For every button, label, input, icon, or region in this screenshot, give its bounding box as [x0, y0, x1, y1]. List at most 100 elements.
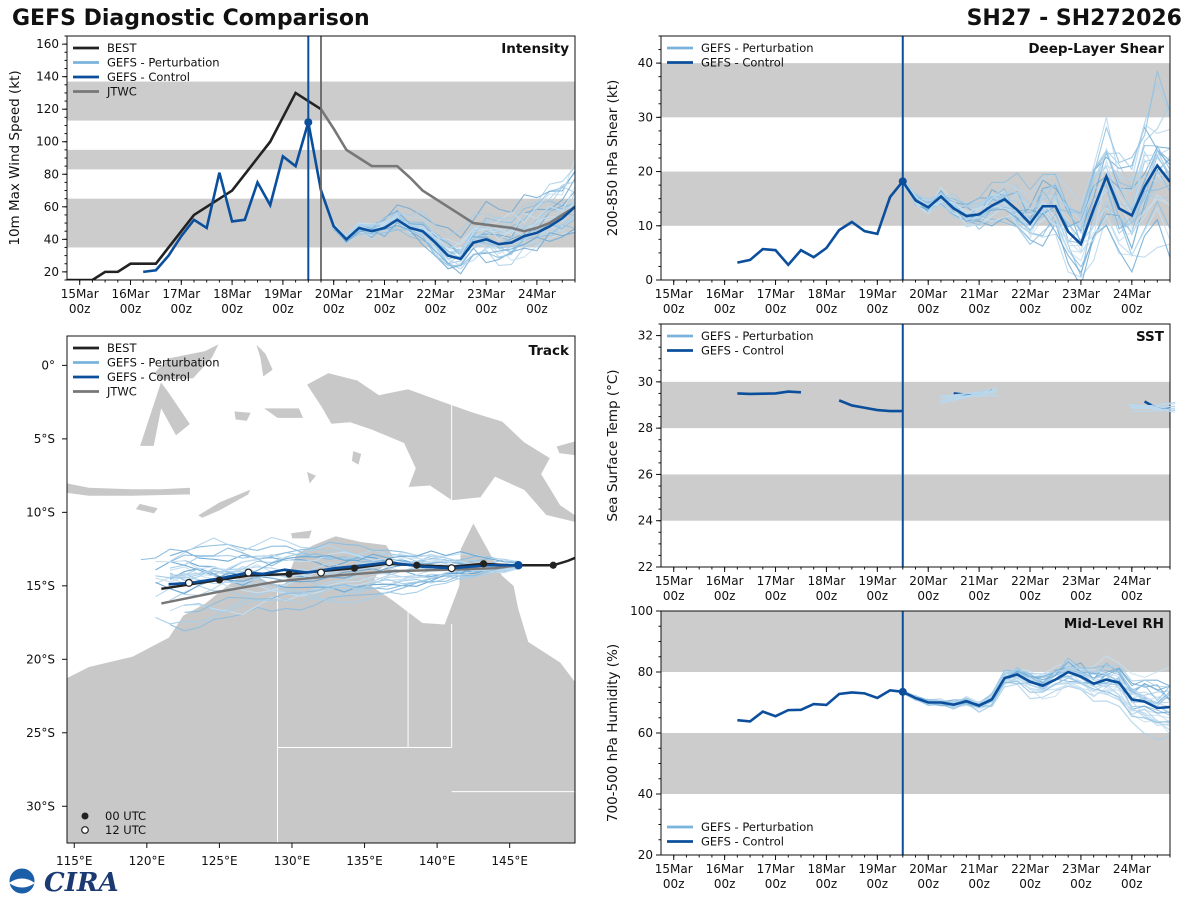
shear-xtick-label: 00z	[816, 302, 838, 316]
intensity-xtick-label: 23Mar	[467, 287, 505, 301]
track-12utc-marker	[447, 564, 456, 573]
track-ytick-label: 10°S	[26, 505, 55, 519]
track-12utc-marker	[317, 568, 326, 577]
legend-label: GEFS - Perturbation	[107, 356, 220, 370]
shear-plot-area	[661, 63, 1170, 280]
sst-plot-area	[661, 381, 1170, 521]
sst-perturbation-line	[941, 391, 998, 403]
timor-landmass	[196, 488, 253, 519]
shear-xtick-label: 00z	[765, 302, 787, 316]
track-perturbation-line	[184, 561, 519, 613]
shear-control-line	[737, 163, 1170, 267]
shear-ytick-label: 10	[638, 219, 653, 233]
sst-ylabel: Sea Surface Temp (°C)	[605, 369, 621, 521]
shear-panel-title: Deep-Layer Shear	[1028, 41, 1164, 57]
shear-xtick-label: 00z	[917, 302, 939, 316]
sst-ytick-label: 24	[638, 514, 653, 528]
sst-xtick-label: 20Mar	[909, 574, 947, 588]
rh-ytick-label: 100	[630, 604, 653, 618]
shear-xtick-label: 00z	[1019, 302, 1041, 316]
rh-xtick-label: 21Mar	[960, 862, 998, 876]
rh-xtick-label: 00z	[1070, 877, 1092, 891]
track-ytick-label: 15°S	[26, 579, 55, 593]
sst-xtick-label: 00z	[816, 589, 838, 603]
noaa-logo-icon	[8, 867, 36, 895]
shear-ytick-label: 0	[645, 273, 653, 287]
intensity-ytick-label: 40	[44, 232, 59, 246]
sst-perturbation-line	[1130, 403, 1176, 410]
shear-xtick-label: 23Mar	[1062, 287, 1100, 301]
shear-xtick-label: 00z	[867, 302, 889, 316]
rh-xtick-label: 00z	[917, 877, 939, 891]
shear-xtick-label: 00z	[714, 302, 736, 316]
rh-xtick-label: 00z	[816, 877, 838, 891]
shear-xtick-label: 19Mar	[858, 287, 896, 301]
page-title: GEFS Diagnostic Comparison	[12, 6, 370, 31]
track-00utc-marker	[479, 560, 488, 568]
sst-xtick-label: 00z	[1070, 589, 1092, 603]
track-00utc-marker	[413, 561, 421, 569]
rh-xtick-label: 18Mar	[807, 862, 845, 876]
rh-xtick-label: 00z	[765, 877, 787, 891]
intensity-xtick-label: 00z	[323, 302, 345, 316]
track-xtick-label: 130°E	[274, 854, 311, 868]
rh-xtick-label: 23Mar	[1062, 862, 1100, 876]
buru-landmass	[233, 410, 252, 422]
shear-perturbation-line	[902, 182, 1170, 278]
intensity-ytick-label: 20	[44, 265, 59, 279]
rh-xtick-label: 00z	[714, 877, 736, 891]
shear-xtick-label: 24Mar	[1113, 287, 1151, 301]
cira-logo-text: CIRA	[44, 868, 119, 898]
shear-perturbation-line	[902, 70, 1170, 214]
shear-ytick-label: 20	[638, 165, 653, 179]
shear-ytick-label: 40	[638, 56, 653, 70]
track-perturbation-line	[155, 561, 519, 583]
track-12utc-marker	[184, 578, 193, 587]
aru-landmass	[351, 450, 363, 466]
track-perturbation-line	[155, 565, 519, 597]
intensity-xtick-label: 00z	[374, 302, 396, 316]
sst-band	[661, 381, 1170, 429]
legend-label: GEFS - Control	[701, 344, 784, 358]
intensity-control-line	[143, 121, 575, 274]
track-ytick-label: 20°S	[26, 652, 55, 666]
legend-label: GEFS - Control	[701, 835, 784, 849]
shear-xtick-label: 00z	[1121, 302, 1143, 316]
intensity-ytick-label: 100	[36, 135, 59, 149]
track-00utc-marker	[350, 564, 358, 572]
sst-band	[661, 474, 1170, 521]
legend-label: BEST	[107, 341, 137, 355]
intensity-ytick-label: 120	[36, 102, 59, 116]
sst-panel-title: SST	[1136, 329, 1165, 345]
track-12utc-marker	[385, 558, 394, 567]
sst-xtick-label: 23Mar	[1062, 574, 1100, 588]
legend-label: JTWC	[106, 85, 137, 99]
track-perturbation-line	[169, 551, 519, 577]
rh-control-line	[737, 670, 1170, 723]
track-xtick-label: 140°E	[419, 854, 456, 868]
track-jtwc-line	[161, 564, 519, 605]
rh-panel-title: Mid-Level RH	[1064, 616, 1164, 632]
rh-ytick-label: 80	[638, 665, 653, 679]
intensity-ytick-label: 160	[36, 37, 59, 51]
sst-xtick-label: 00z	[714, 589, 736, 603]
legend-label: GEFS - Perturbation	[701, 329, 814, 343]
storm-id: SH27 - SH272026	[966, 6, 1182, 31]
track-ytick-label: 0°	[41, 358, 55, 372]
rh-ytick-label: 40	[638, 787, 653, 801]
track-perturbation-line	[169, 548, 519, 578]
shear-xtick-label: 00z	[968, 302, 990, 316]
sumba-landmass	[134, 503, 160, 515]
melville-landmass	[290, 529, 313, 540]
track-xtick-label: 135°E	[346, 854, 383, 868]
sst-xtick-label: 15Mar	[655, 574, 693, 588]
track-ytick-label: 30°S	[26, 799, 55, 813]
sst-xtick-label: 24Mar	[1113, 574, 1151, 588]
legend-00utc-marker	[81, 812, 89, 820]
sst-xtick-label: 00z	[917, 589, 939, 603]
sst-xtick-label: 00z	[968, 589, 990, 603]
sst-xtick-label: 00z	[1019, 589, 1041, 603]
intensity-xtick-label: 16Mar	[112, 287, 150, 301]
shear-xtick-label: 18Mar	[807, 287, 845, 301]
sst-xtick-label: 00z	[663, 589, 685, 603]
